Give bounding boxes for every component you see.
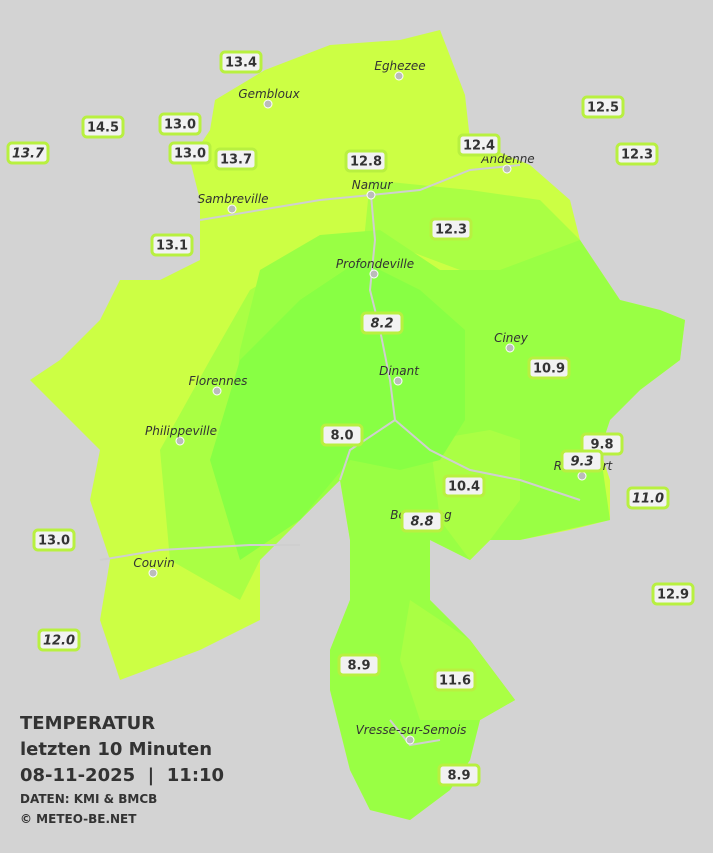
station-box xyxy=(651,582,695,606)
legend-copyright: © METEO-BE.NET xyxy=(20,812,137,826)
city-name: Couvin xyxy=(133,556,174,570)
city-dot xyxy=(577,471,587,481)
station-box xyxy=(6,141,50,165)
station-value: 12.5 xyxy=(587,101,619,116)
city-dot xyxy=(394,71,404,81)
station-box xyxy=(32,528,76,552)
station-box xyxy=(527,356,571,380)
station-value: 10.4 xyxy=(448,480,480,495)
station-value: 13.7 xyxy=(220,153,252,168)
station-box xyxy=(214,147,258,171)
city-name: Florennes xyxy=(189,374,248,388)
station-value: 8.0 xyxy=(330,429,353,444)
city-dot xyxy=(369,269,379,279)
legend-source: DATEN: KMI & BMCB xyxy=(20,792,157,806)
station-box xyxy=(437,763,481,787)
station-box xyxy=(615,142,659,166)
city-dot xyxy=(227,204,237,214)
station-box xyxy=(457,133,501,157)
city-name: Ciney xyxy=(494,331,529,345)
station-box xyxy=(433,668,477,692)
station-box xyxy=(150,233,194,257)
station-value: 12.9 xyxy=(657,588,689,603)
station-value: 12.4 xyxy=(463,139,495,154)
city-dot xyxy=(148,568,158,578)
station-value: 8.2 xyxy=(370,317,393,332)
city-name: Vresse-sur-Semois xyxy=(356,723,467,737)
station-box xyxy=(581,95,625,119)
city-dot xyxy=(175,436,185,446)
station-value: 9.8 xyxy=(590,438,613,453)
legend-title: TEMPERATUR xyxy=(20,713,155,734)
station-value: 12.3 xyxy=(435,223,467,238)
zone-warm-south xyxy=(400,600,515,720)
city-dot xyxy=(263,99,273,109)
station-value: 12.3 xyxy=(621,148,653,163)
city-name: Namur xyxy=(352,178,394,192)
station-box xyxy=(442,474,486,498)
station-box xyxy=(158,112,202,136)
station-value: 13.0 xyxy=(174,147,206,162)
station-box xyxy=(81,115,125,139)
station-value: 13.0 xyxy=(164,118,196,133)
city-name: Eghezee xyxy=(374,59,425,73)
city-name: Philippeville xyxy=(145,424,217,438)
station-box xyxy=(560,449,604,473)
city-name: Gembloux xyxy=(238,87,300,101)
city-name: Dinant xyxy=(379,364,420,378)
station-value: 12.8 xyxy=(350,155,382,170)
city-dot xyxy=(505,343,515,353)
city-dot xyxy=(405,735,415,745)
station-value: 10.9 xyxy=(533,362,565,377)
station-value: 8.9 xyxy=(447,769,470,784)
station-box xyxy=(626,486,670,510)
city-dot xyxy=(366,190,376,200)
station-value: 11.0 xyxy=(632,492,664,507)
station-box xyxy=(337,653,381,677)
station-box xyxy=(320,423,364,447)
station-box xyxy=(360,311,404,335)
station-value: 8.8 xyxy=(410,515,433,530)
station-value: 11.6 xyxy=(439,674,471,689)
city-name: Sambreville xyxy=(197,192,268,206)
legend-subtitle: letzten 10 Minuten xyxy=(20,739,212,760)
city-name: Profondeville xyxy=(336,257,414,271)
zone-core xyxy=(210,260,465,560)
legend-datetime: 08-11-2025 | 11:10 xyxy=(20,765,224,786)
station-box xyxy=(168,141,212,165)
station-value: 13.0 xyxy=(38,534,70,549)
city-dot xyxy=(393,376,403,386)
legend: TEMPERATUR letzten 10 Minuten 08-11-2025… xyxy=(20,713,224,826)
station-value: 13.7 xyxy=(12,147,45,162)
city-dot xyxy=(212,386,222,396)
station-box xyxy=(344,149,388,173)
station-value: 13.1 xyxy=(156,239,188,254)
city-dot xyxy=(502,164,512,174)
station-value: 8.9 xyxy=(347,659,370,674)
station-box xyxy=(429,217,473,241)
station-box xyxy=(37,628,81,652)
station-value: 14.5 xyxy=(87,121,119,136)
station-box xyxy=(219,50,263,74)
station-value: 12.0 xyxy=(43,634,75,649)
station-box xyxy=(400,509,444,533)
station-value: 9.3 xyxy=(570,455,593,470)
station-value: 13.4 xyxy=(225,56,257,71)
